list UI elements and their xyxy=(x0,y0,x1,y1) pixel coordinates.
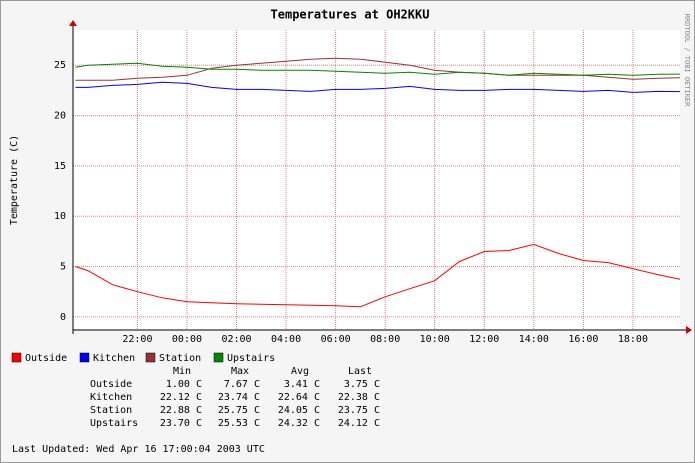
legend-label: Station xyxy=(159,353,201,364)
x-tick-label: 00:00 xyxy=(172,334,202,345)
plot-area xyxy=(73,30,680,330)
legend-swatch xyxy=(145,352,156,363)
x-tick-label: 16:00 xyxy=(568,334,598,345)
y-tick-label: 25 xyxy=(54,60,66,71)
stats-cell: 25.75 C xyxy=(218,405,260,416)
stats-header: Last xyxy=(348,366,372,377)
stats-cell: 24.05 C xyxy=(278,405,320,416)
stats-row-name: Kitchen xyxy=(90,392,132,403)
y-arrow xyxy=(69,20,77,26)
x-tick-label: 02:00 xyxy=(221,334,251,345)
stats-cell: 24.12 C xyxy=(338,418,380,429)
series-line xyxy=(75,243,681,308)
stats-cell: 22.64 C xyxy=(278,392,320,403)
chart-title: Temperatures at OH2KKU xyxy=(271,8,430,22)
stats-cell: 25.53 C xyxy=(218,418,260,429)
x-tick-label: 04:00 xyxy=(271,334,301,345)
stats-header: Avg xyxy=(291,366,309,377)
stats-cell: 22.88 C xyxy=(160,405,202,416)
legend-label: Upstairs xyxy=(227,353,275,364)
stats-header: Max xyxy=(231,366,249,377)
y-tick-label: 15 xyxy=(54,161,66,172)
x-tick-label: 18:00 xyxy=(618,334,648,345)
stats-cell: 24.32 C xyxy=(278,418,320,429)
stats-cell: 22.38 C xyxy=(338,392,380,403)
stats-cell: 1.00 C xyxy=(166,379,202,390)
side-note: RRDTOOL / TOBI OETIKER xyxy=(683,14,691,108)
x-tick-label: 12:00 xyxy=(469,334,499,345)
legend-label: Outside xyxy=(25,353,67,364)
stats-cell: 23.70 C xyxy=(160,418,202,429)
grid: 0 5 10 15 20 25 22:00 00:00 02:00 04:00 06:00 08:00… xyxy=(54,30,680,345)
legend-label: Kitchen xyxy=(93,353,135,364)
x-tick-label: 06:00 xyxy=(321,334,351,345)
legend-swatch xyxy=(79,352,90,363)
series-line xyxy=(75,81,681,93)
legend: Outside Kitchen Station Upstairs xyxy=(11,352,275,364)
lines xyxy=(75,57,681,308)
stats-cell: 23.74 C xyxy=(218,392,260,403)
x-tick-label: 22:00 xyxy=(122,334,152,345)
stats-header: Min xyxy=(173,366,191,377)
stats-cell: 23.75 C xyxy=(338,405,380,416)
x-tick-label: 10:00 xyxy=(420,334,450,345)
footer: Last Updated: Wed Apr 16 17:00:04 2003 U… xyxy=(12,444,265,455)
y-tick-label: 5 xyxy=(60,262,66,273)
y-axis-label: Temperature (C) xyxy=(9,135,20,225)
stats-cell: 7.67 C xyxy=(224,379,260,390)
stats-row-name: Station xyxy=(90,405,132,416)
x-tick-label: 14:00 xyxy=(519,334,549,345)
series-line xyxy=(75,62,681,76)
stats-cell: 22.12 C xyxy=(160,392,202,403)
y-tick-label: 20 xyxy=(54,111,66,122)
x-arrow xyxy=(686,326,692,334)
legend-swatch xyxy=(11,352,22,363)
stats-row-name: Upstairs xyxy=(90,418,138,429)
stats-cell: 3.41 C xyxy=(284,379,320,390)
stats-cell: 3.75 C xyxy=(344,379,380,390)
stats-table: Min Max Avg Last Outside 1.00 C 7.67 C 3.41 C 3.… xyxy=(90,366,380,429)
stats-row-name: Outside xyxy=(90,379,132,390)
y-tick-label: 0 xyxy=(60,312,66,323)
x-tick-label: 08:00 xyxy=(370,334,400,345)
y-tick-label: 10 xyxy=(54,211,66,222)
legend-swatch xyxy=(213,352,224,363)
